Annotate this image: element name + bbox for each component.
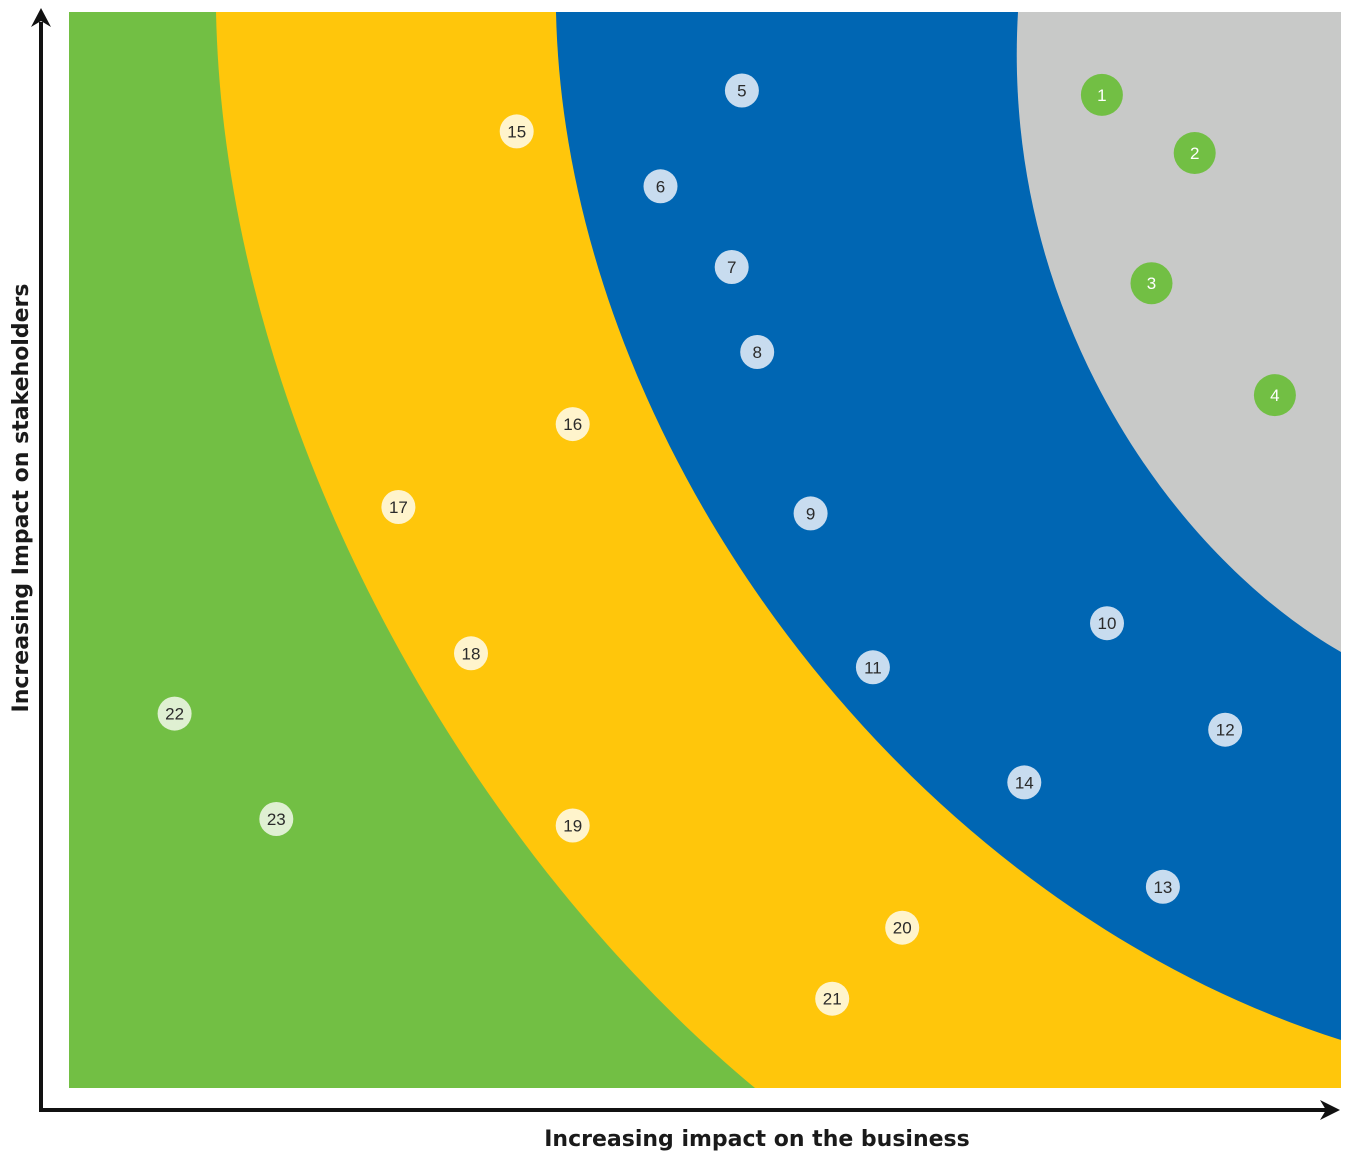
point-5: 5 xyxy=(724,73,759,108)
point-13: 13 xyxy=(1145,869,1180,904)
point-marker-18 xyxy=(454,636,488,671)
x-axis-title: Increasing impact on the business xyxy=(544,1127,970,1152)
point-18: 18 xyxy=(454,636,488,671)
point-marker-9 xyxy=(793,496,828,531)
point-label-1: 1 xyxy=(1097,86,1106,105)
y-axis-arrow xyxy=(31,8,51,27)
point-marker-1 xyxy=(1080,73,1123,116)
point-label-3: 3 xyxy=(1147,274,1156,293)
point-marker-12 xyxy=(1208,712,1243,747)
zone-grey-band xyxy=(1016,12,1341,652)
point-1: 1 xyxy=(1080,73,1123,116)
point-label-19: 19 xyxy=(563,817,582,836)
point-marker-22 xyxy=(157,696,192,731)
point-label-11: 11 xyxy=(864,658,882,677)
point-8: 8 xyxy=(740,335,775,369)
point-label-4: 4 xyxy=(1270,386,1279,405)
point-11: 11 xyxy=(855,650,890,685)
point-marker-4 xyxy=(1253,374,1296,417)
point-marker-17 xyxy=(381,490,416,524)
point-label-20: 20 xyxy=(893,919,912,938)
point-label-12: 12 xyxy=(1216,721,1235,740)
point-10: 10 xyxy=(1090,606,1124,641)
point-label-22: 22 xyxy=(165,705,184,724)
point-marker-5 xyxy=(724,73,759,108)
point-marker-11 xyxy=(855,650,890,685)
point-21: 21 xyxy=(815,981,850,1016)
point-label-21: 21 xyxy=(823,990,842,1009)
point-20: 20 xyxy=(885,910,920,945)
point-6: 6 xyxy=(643,169,678,204)
point-marker-15 xyxy=(499,114,534,149)
point-marker-3 xyxy=(1130,262,1173,305)
point-marker-13 xyxy=(1145,869,1180,904)
point-label-16: 16 xyxy=(563,415,582,434)
point-14: 14 xyxy=(1007,765,1042,800)
point-label-8: 8 xyxy=(752,343,761,362)
point-label-13: 13 xyxy=(1153,878,1172,897)
point-label-5: 5 xyxy=(737,82,746,101)
point-label-2: 2 xyxy=(1190,144,1199,163)
point-marker-6 xyxy=(643,169,678,204)
point-22: 22 xyxy=(157,696,192,731)
point-marker-16 xyxy=(555,407,590,442)
x-axis-arrow xyxy=(1320,1100,1340,1120)
point-label-14: 14 xyxy=(1015,773,1034,792)
point-label-6: 6 xyxy=(656,177,665,196)
point-9: 9 xyxy=(793,496,828,531)
point-label-15: 15 xyxy=(507,122,526,141)
point-3: 3 xyxy=(1130,262,1173,305)
point-2: 2 xyxy=(1173,132,1216,174)
point-marker-23 xyxy=(259,802,294,836)
point-16: 16 xyxy=(555,407,590,442)
point-marker-8 xyxy=(740,335,775,369)
point-marker-7 xyxy=(714,250,749,284)
point-marker-14 xyxy=(1007,765,1042,800)
point-15: 15 xyxy=(499,114,534,149)
point-label-23: 23 xyxy=(267,810,286,829)
point-label-18: 18 xyxy=(462,644,481,663)
point-4: 4 xyxy=(1253,374,1296,417)
point-label-17: 17 xyxy=(389,498,408,517)
point-label-9: 9 xyxy=(806,504,815,523)
y-axis-title: Increasing Impact on stakeholders xyxy=(9,284,34,713)
point-19: 19 xyxy=(555,808,590,843)
point-marker-2 xyxy=(1173,132,1216,174)
point-23: 23 xyxy=(259,802,294,836)
point-12: 12 xyxy=(1208,712,1243,747)
point-label-7: 7 xyxy=(727,258,736,277)
point-7: 7 xyxy=(714,250,749,284)
point-marker-19 xyxy=(555,808,590,843)
point-label-10: 10 xyxy=(1098,614,1117,633)
point-marker-21 xyxy=(815,981,850,1016)
point-marker-20 xyxy=(885,910,920,945)
point-17: 17 xyxy=(381,490,416,524)
point-marker-10 xyxy=(1090,606,1124,641)
